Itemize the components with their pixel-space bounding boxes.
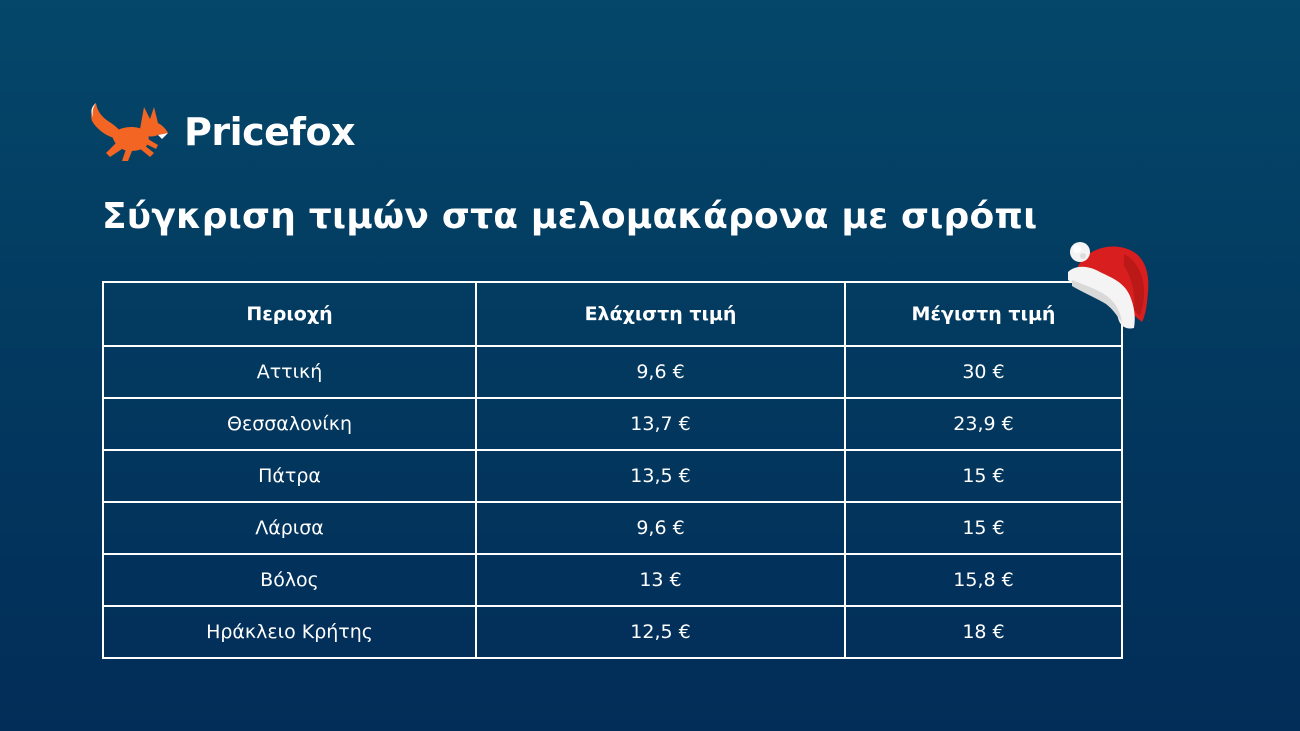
price-comparison-table: Περιοχή Ελάχιστη τιμή Μέγιστη τιμή Αττικ… bbox=[102, 281, 1123, 659]
max-price-cell: 15 € bbox=[844, 449, 1123, 503]
pricefox-logo: Pricefox bbox=[88, 98, 356, 164]
min-price-cell: 9,6 € bbox=[475, 345, 846, 399]
region-cell: Λάρισα bbox=[102, 501, 477, 555]
table-row: Αττική 9,6 € 30 € bbox=[102, 345, 1123, 399]
santa-hat-icon bbox=[1068, 242, 1149, 329]
region-cell: Θεσσαλονίκη bbox=[102, 397, 477, 451]
column-header-max-price: Μέγιστη τιμή bbox=[844, 281, 1123, 347]
max-price-cell: 23,9 € bbox=[844, 397, 1123, 451]
min-price-cell: 13,7 € bbox=[475, 397, 846, 451]
min-price-cell: 12,5 € bbox=[475, 605, 846, 659]
max-price-cell: 15,8 € bbox=[844, 553, 1123, 607]
max-price-cell: 30 € bbox=[844, 345, 1123, 399]
table-row: Λάρισα 9,6 € 15 € bbox=[102, 501, 1123, 555]
min-price-cell: 13 € bbox=[475, 553, 846, 607]
region-cell: Ηράκλειο Κρήτης bbox=[102, 605, 477, 659]
min-price-cell: 13,5 € bbox=[475, 449, 846, 503]
fox-icon bbox=[91, 103, 168, 161]
region-cell: Βόλος bbox=[102, 553, 477, 607]
page-title: Σύγκριση τιμών στα μελομακάρονα με σιρόπ… bbox=[102, 196, 1038, 237]
table-row: Βόλος 13 € 15,8 € bbox=[102, 553, 1123, 607]
min-price-cell: 9,6 € bbox=[475, 501, 846, 555]
region-cell: Αττική bbox=[102, 345, 477, 399]
max-price-cell: 18 € bbox=[844, 605, 1123, 659]
column-header-region: Περιοχή bbox=[102, 281, 477, 347]
table-row: Πάτρα 13,5 € 15 € bbox=[102, 449, 1123, 503]
max-price-cell: 15 € bbox=[844, 501, 1123, 555]
table-header-row: Περιοχή Ελάχιστη τιμή Μέγιστη τιμή bbox=[102, 281, 1123, 347]
table-row: Θεσσαλονίκη 13,7 € 23,9 € bbox=[102, 397, 1123, 451]
brand-name: Pricefox bbox=[184, 110, 356, 154]
table-row: Ηράκλειο Κρήτης 12,5 € 18 € bbox=[102, 605, 1123, 659]
column-header-min-price: Ελάχιστη τιμή bbox=[475, 281, 846, 347]
region-cell: Πάτρα bbox=[102, 449, 477, 503]
